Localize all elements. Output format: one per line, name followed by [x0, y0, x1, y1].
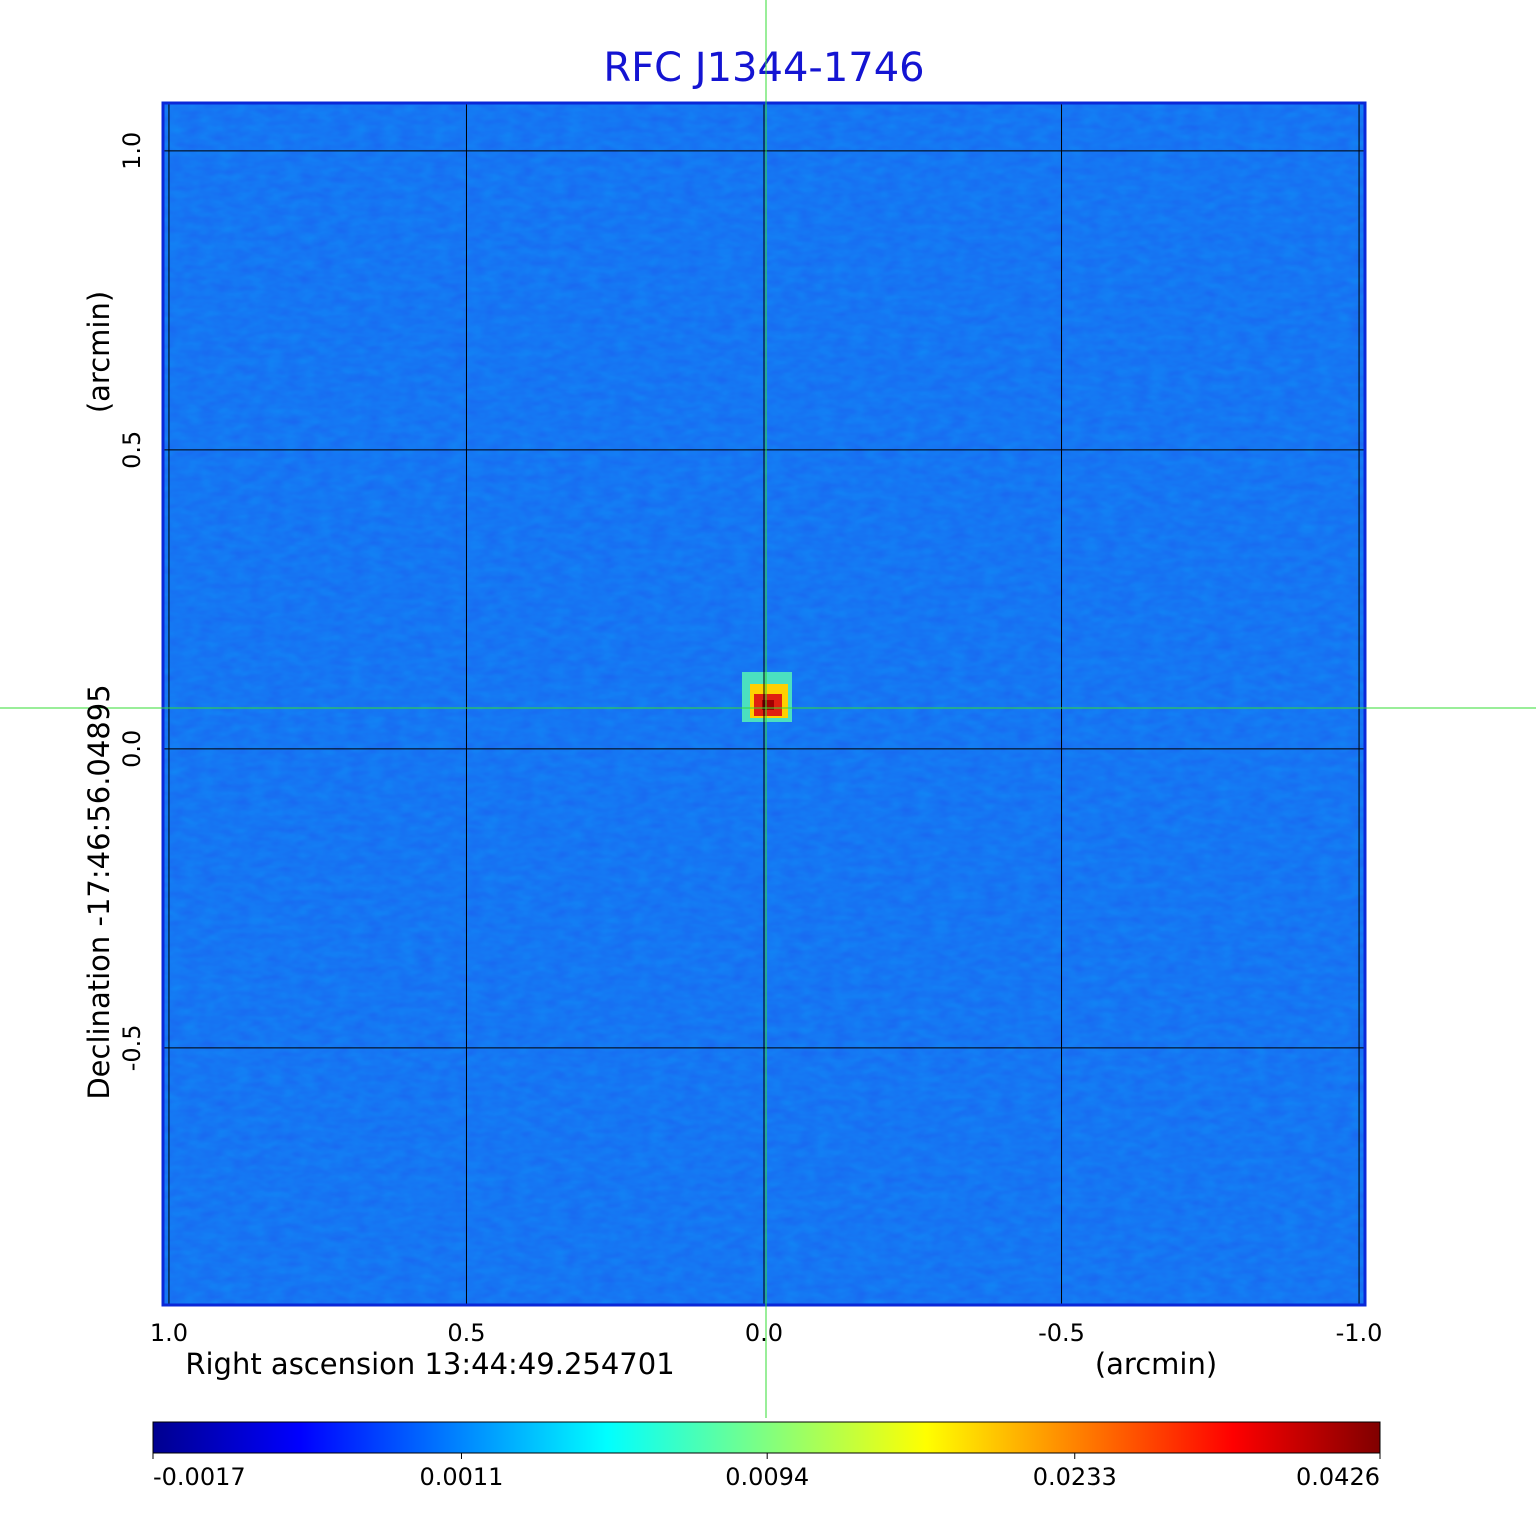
x-axis-unit: (arcmin): [1095, 1347, 1217, 1381]
x-tick-label: 0.0: [745, 1319, 783, 1347]
plot-border: [161, 101, 1367, 1307]
y-axis-label: Declination -17:46:56.04895: [82, 684, 116, 1099]
x-tick-label: 1.0: [150, 1319, 188, 1347]
colorbar: [152, 1421, 1381, 1454]
y-tick-label: -0.5: [118, 1024, 146, 1071]
colorbar-tick-label: 0.0233: [1033, 1463, 1117, 1491]
y-tick-label: 1.0: [118, 132, 146, 170]
grid: [163, 103, 1365, 1305]
y-tick-label: 0.5: [118, 431, 146, 469]
colorbar-tick-label: -0.0017: [153, 1463, 246, 1491]
x-tick-label: 0.5: [447, 1319, 485, 1347]
colorbar-tick-label: 0.0094: [725, 1463, 809, 1491]
y-tick-label: 0.0: [118, 730, 146, 768]
source-peak: [762, 700, 774, 710]
x-axis-label: Right ascension 13:44:49.254701: [185, 1347, 674, 1381]
colorbar-tick-label: 0.0011: [419, 1463, 503, 1491]
colorbar-tick-label: 0.0426: [1296, 1463, 1380, 1491]
x-tick-label: -0.5: [1038, 1319, 1085, 1347]
chart-title: RFC J1344-1746: [603, 45, 924, 91]
x-tick-label: -1.0: [1336, 1319, 1383, 1347]
y-axis-unit: (arcmin): [82, 291, 116, 413]
